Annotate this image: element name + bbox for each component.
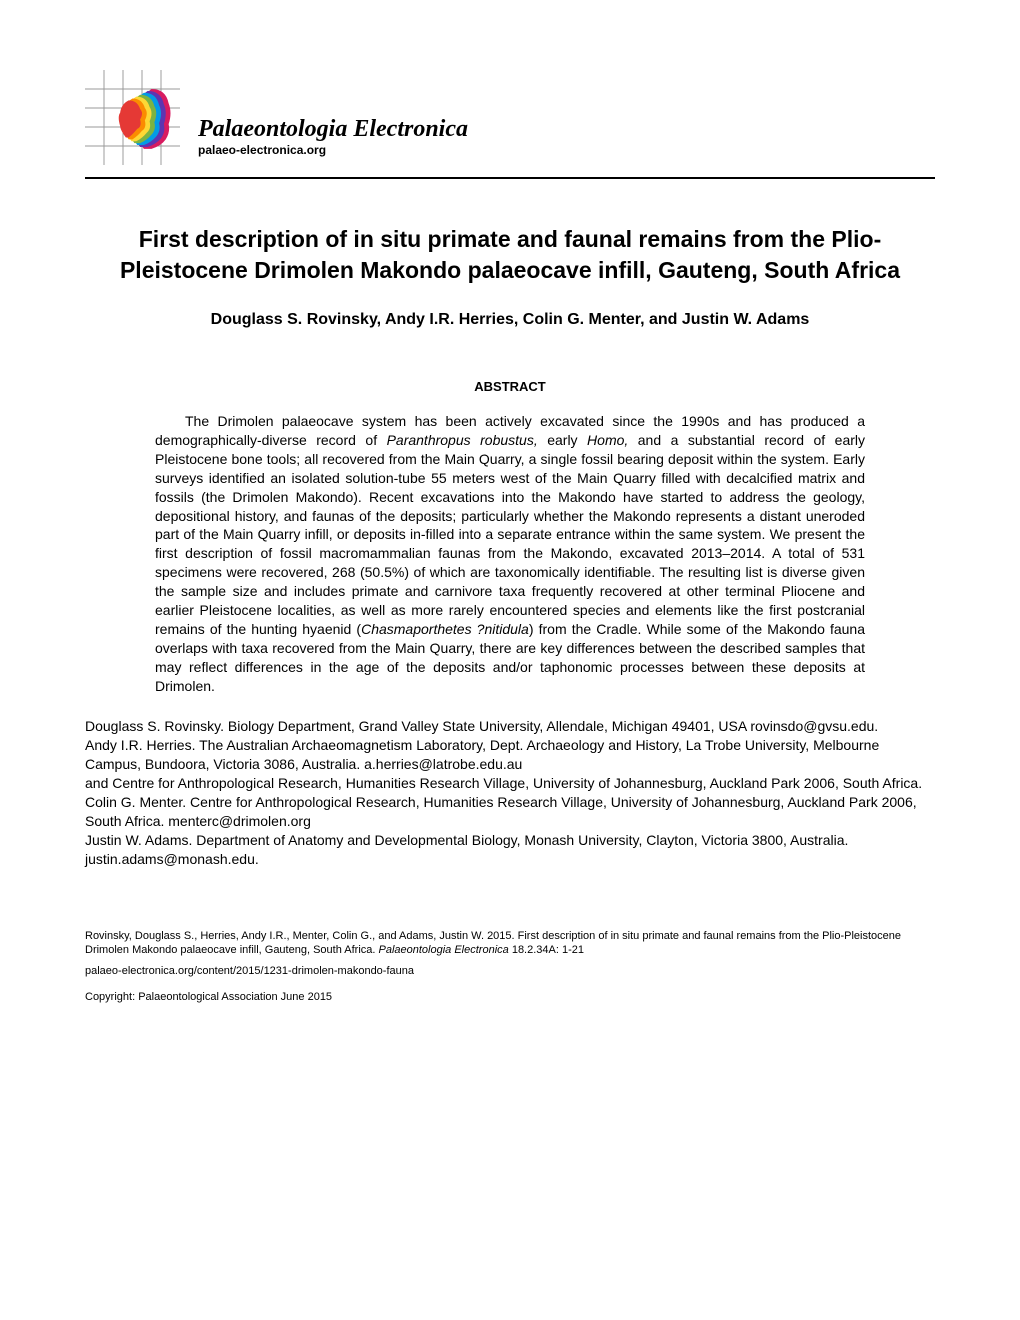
author-affiliations: Douglass S. Rovinsky. Biology Department… <box>85 717 935 868</box>
journal-url: palaeo-electronica.org <box>198 143 468 157</box>
journal-logo <box>85 70 180 165</box>
header-section: Palaeontologia Electronica palaeo-electr… <box>85 70 935 165</box>
abstract-body: The Drimolen palaeocave system has been … <box>155 412 865 695</box>
copyright: Copyright: Palaeontological Association … <box>85 991 935 1003</box>
article-title: First description of in situ primate and… <box>85 224 935 286</box>
affiliation-3: Colin G. Menter. Centre for Anthropologi… <box>85 793 935 831</box>
affiliation-2: Andy I.R. Herries. The Australian Archae… <box>85 736 935 774</box>
header-divider <box>85 177 935 179</box>
article-url: palaeo-electronica.org/content/2015/1231… <box>85 965 935 977</box>
journal-info: Palaeontologia Electronica palaeo-electr… <box>198 116 468 165</box>
journal-title: Palaeontologia Electronica <box>198 116 468 143</box>
affiliation-2b: and Centre for Anthropological Research,… <box>85 774 935 793</box>
abstract-heading: ABSTRACT <box>85 379 935 394</box>
affiliation-4: Justin W. Adams. Department of Anatomy a… <box>85 831 935 869</box>
article-authors: Douglass S. Rovinsky, Andy I.R. Herries,… <box>85 311 935 329</box>
affiliation-1: Douglass S. Rovinsky. Biology Department… <box>85 717 935 736</box>
citation: Rovinsky, Douglass S., Herries, Andy I.R… <box>85 929 935 958</box>
